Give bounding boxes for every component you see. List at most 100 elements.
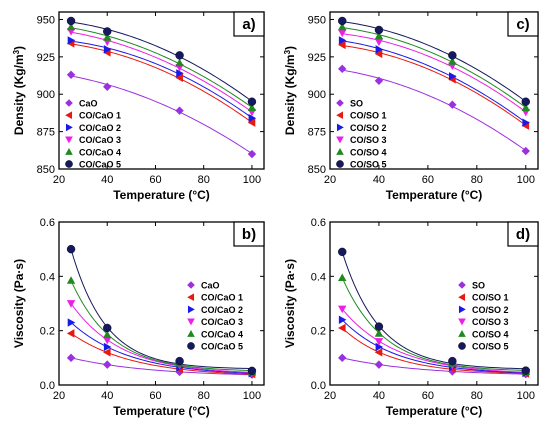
- fit-line-0: [70, 75, 253, 155]
- fit-line-5: [342, 21, 527, 102]
- data-point-s0-p0: [338, 64, 347, 74]
- fit-line-1: [70, 332, 252, 375]
- data-point-s5-p2: [175, 51, 184, 60]
- data-point-s1-p1: [103, 348, 111, 357]
- data-point-s2-p2: [448, 72, 457, 81]
- data-point-s5-p1: [374, 322, 384, 331]
- x-tick-label: 100: [243, 390, 261, 402]
- legend-entry-3: CO/SO 3: [472, 317, 509, 327]
- legend-entry-0: CaO: [79, 99, 98, 109]
- legend-marker-1: [458, 293, 466, 301]
- x-tick-label: 40: [101, 174, 113, 186]
- y-tick-label: 0.4: [311, 271, 326, 283]
- legend-marker-5: [336, 160, 344, 168]
- legend-entry-2: CO/SO 2: [350, 123, 387, 133]
- legend-marker-5: [187, 342, 195, 350]
- legend-entry-1: CO/CaO 1: [201, 293, 243, 303]
- y-tick-label: 875: [37, 127, 55, 139]
- data-point-s1-p0: [338, 40, 346, 50]
- data-point-s3-p0: [338, 305, 347, 314]
- data-point-s5-p3: [247, 97, 257, 106]
- x-tick-label: 40: [101, 390, 113, 402]
- x-tick-label: 80: [198, 390, 210, 402]
- data-point-s4-p3: [521, 103, 530, 112]
- legend-entry-0: SO: [472, 281, 485, 291]
- data-point-s2-p0: [338, 315, 347, 324]
- legend: CaO CO/CaO 1 CO/CaO 2 CO/CaO 3 CO/CaO 4 CO/Ca…: [187, 281, 243, 352]
- panel-label: a): [242, 16, 255, 33]
- y-axis-title-main: Viscosity (Pa·s): [283, 259, 297, 348]
- legend-entry-2: CO/CaO 2: [79, 123, 121, 133]
- fit-line-3: [70, 31, 253, 113]
- x-tick-label: 40: [373, 390, 385, 402]
- data-point-s2-p1: [103, 342, 112, 352]
- y-tick-label: 0.2: [40, 326, 55, 338]
- legend-entry-5: CO/SO 5: [350, 160, 387, 170]
- x-tick-label: 40: [373, 174, 385, 186]
- data-point-s5-p0: [338, 16, 347, 26]
- fit-line-3: [342, 33, 527, 113]
- legend-entry-0: SO: [350, 99, 363, 109]
- legend: SO CO/SO 1 CO/SO 2 CO/SO 3 CO/SO 4 CO/SO 5: [336, 99, 387, 170]
- plot-frame: [329, 11, 539, 170]
- legend-marker-0: [336, 99, 344, 107]
- x-tick-label: 80: [471, 174, 483, 186]
- plot-frame: [58, 11, 265, 170]
- fit-line-5: [341, 251, 526, 370]
- y-tick-label: 0.0: [311, 380, 326, 392]
- chart-panel-3: 20 40 60 80 100 0.0 0.2 0.4 0.6 Temperature (°C) V…: [283, 217, 539, 418]
- legend-entry-3: CO/CaO 3: [201, 317, 243, 327]
- data-point-s5-p0: [338, 247, 347, 257]
- data-point-s0-p2: [175, 106, 184, 115]
- x-tick-label: 60: [149, 390, 161, 402]
- legend-marker-3: [458, 318, 466, 326]
- y-axis-title: Viscosity (Pa·s): [12, 259, 26, 348]
- y-tick-label: 0.6: [311, 217, 326, 229]
- legend-entry-5: CO/CaO 5: [201, 342, 243, 352]
- data-point-s0-p0: [338, 353, 347, 363]
- chart-panel-0: 20 40 60 80 100 850 875 900 925 950 Temperature (°…: [12, 11, 265, 202]
- y-axis-title-sup: 3: [12, 49, 21, 54]
- data-point-s2-p0: [67, 36, 76, 45]
- fit-line-0: [342, 357, 526, 375]
- data-point-s1-p0: [66, 329, 75, 338]
- panel-label-box: [233, 11, 265, 37]
- data-point-s0-p1: [374, 360, 384, 369]
- data-point-s4-p0: [66, 276, 76, 284]
- data-point-s5-p1: [374, 25, 384, 35]
- legend-entry-4: CO/CaO 4: [79, 147, 121, 157]
- data-point-s0-p1: [103, 82, 112, 91]
- legend: CaO CO/CaO 1 CO/CaO 2 CO/CaO 3 CO/CaO 4 CO/Ca…: [65, 99, 121, 170]
- data-point-s5-p2: [448, 356, 457, 366]
- x-axis-title: Temperature (°C): [386, 188, 483, 202]
- data-point-s0-p0: [66, 70, 76, 79]
- y-tick-label: 0.6: [40, 217, 55, 229]
- x-tick-label: 100: [517, 174, 535, 186]
- data-point-s2-p1: [375, 45, 384, 54]
- fit-line-2: [70, 322, 252, 374]
- legend-marker-2: [458, 305, 466, 314]
- data-point-s1-p1: [374, 49, 383, 59]
- y-tick-label: 925: [308, 52, 326, 64]
- y-tick-label: 850: [37, 164, 55, 176]
- legend: SO CO/SO 1 CO/SO 2 CO/SO 3 CO/SO 4 CO/SO 5: [458, 281, 509, 352]
- data-point-s1-p0: [338, 323, 346, 333]
- legend-marker-0: [458, 281, 466, 289]
- panel-label-box: [507, 11, 539, 37]
- data-point-s3-p0: [66, 300, 76, 308]
- data-point-s1-p1: [374, 348, 383, 357]
- legend-marker-2: [336, 123, 344, 132]
- chart-panel-1: 20 40 60 80 100 850 875 900 925 950 Temperature (°…: [283, 11, 539, 202]
- y-axis-title-main: Density (Kg/m: [12, 54, 26, 135]
- x-tick-label: 100: [517, 390, 535, 402]
- legend-marker-0: [187, 281, 195, 289]
- data-point-s0-p0: [66, 353, 76, 363]
- data-point-s3-p1: [374, 38, 384, 47]
- data-point-s4-p1: [374, 31, 384, 40]
- y-tick-label: 0.4: [40, 271, 55, 283]
- legend-entry-1: CO/SO 1: [350, 111, 387, 121]
- data-point-s4-p1: [374, 329, 384, 337]
- data-point-s5-p3: [521, 366, 530, 375]
- y-tick-label: 900: [308, 89, 326, 101]
- legend-marker-5: [65, 160, 73, 168]
